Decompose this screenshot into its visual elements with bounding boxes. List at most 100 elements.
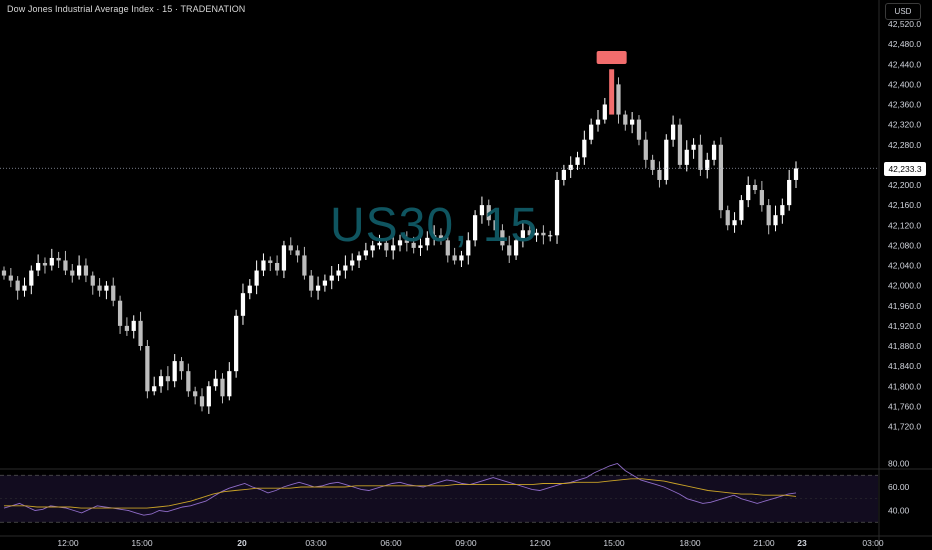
candle-up	[227, 371, 232, 397]
candle-down	[411, 242, 416, 248]
candle-up	[343, 265, 348, 271]
candle-up	[322, 280, 328, 286]
candle-up	[254, 270, 259, 286]
candle-down	[527, 230, 532, 236]
candle-up	[705, 159, 710, 170]
price-tick-label: 41,760.0	[888, 401, 921, 411]
candle-up	[793, 168, 799, 180]
candle-up	[548, 235, 553, 237]
candle-up	[391, 245, 396, 251]
candle-up	[213, 378, 218, 387]
price-tick-label: 42,440.0	[888, 59, 921, 69]
candle-down	[179, 361, 184, 372]
candle-up	[36, 262, 41, 271]
price-tick-label: 41,800.0	[888, 381, 921, 391]
candle-up	[425, 237, 430, 246]
candle-down	[138, 320, 143, 346]
candle-down	[15, 280, 20, 291]
candle-down	[759, 190, 764, 206]
candle-down	[42, 262, 48, 266]
rsi-line	[3, 462, 797, 516]
candle-up	[432, 235, 437, 238]
candle-up	[158, 376, 164, 387]
rsi-tick-label: 80.00	[888, 459, 910, 469]
candle-down	[186, 371, 191, 392]
candle-up	[281, 245, 287, 271]
candle-up	[356, 255, 362, 261]
price-tick-label: 41,960.0	[888, 301, 921, 311]
candle-up	[739, 200, 744, 221]
price-tick-label: 42,120.0	[888, 220, 921, 230]
price-tick-label: 41,880.0	[888, 341, 921, 351]
candle-up	[630, 119, 635, 125]
candle-down	[1, 270, 7, 276]
candle-down	[199, 396, 205, 407]
candle-up	[418, 245, 423, 248]
candle-up	[684, 149, 689, 165]
candle-down	[541, 232, 546, 236]
candle-up	[315, 285, 321, 291]
time-tick-label: 06:00	[380, 538, 402, 548]
candle-down	[145, 346, 150, 392]
candle-down	[63, 260, 68, 271]
candle-up	[29, 270, 34, 286]
candle-down	[650, 159, 655, 170]
price-tick-label: 41,840.0	[888, 361, 921, 371]
candle-down	[268, 260, 273, 263]
candle-up	[472, 215, 478, 241]
candle-down	[83, 265, 89, 276]
candle-up	[575, 157, 580, 165]
candle-up	[691, 144, 696, 150]
rsi-tick-label: 40.00	[888, 506, 910, 516]
price-tick-label: 42,280.0	[888, 140, 921, 150]
time-tick-label: 18:00	[679, 538, 701, 548]
candle-up	[466, 240, 471, 256]
price-tick-label: 42,480.0	[888, 39, 921, 49]
candle-up	[363, 250, 368, 256]
price-tick-label: 41,920.0	[888, 321, 921, 331]
price-tick-label: 42,000.0	[888, 281, 921, 291]
candle-up	[595, 119, 601, 125]
candle-down	[70, 270, 75, 276]
candle-up	[350, 260, 355, 266]
candle-up	[711, 144, 717, 160]
candle-down	[486, 205, 491, 221]
candle-down	[288, 245, 293, 251]
candle-down	[636, 119, 642, 140]
candle-down	[766, 205, 771, 226]
candle-up	[773, 215, 778, 226]
candle-up	[261, 260, 266, 271]
candle-down	[111, 285, 116, 301]
candle-up	[732, 220, 737, 226]
candle-down	[97, 285, 102, 291]
candle-up	[459, 255, 464, 261]
candle-up	[787, 179, 792, 206]
candle-up	[329, 275, 334, 281]
time-tick-label: 15:00	[131, 538, 153, 548]
candle-up	[234, 315, 239, 372]
candle-down	[643, 139, 648, 160]
candle-up	[589, 124, 594, 140]
candle-down	[124, 325, 130, 331]
candle-down	[8, 275, 13, 281]
price-tick-label: 42,360.0	[888, 100, 921, 110]
candle-up	[247, 285, 252, 294]
candle-down	[438, 235, 444, 241]
candle-down	[507, 245, 512, 256]
candle-up	[780, 205, 785, 216]
candle-up	[172, 361, 177, 382]
time-tick-label: 23	[797, 538, 807, 548]
candle-down	[445, 240, 450, 256]
candle-up	[664, 139, 669, 180]
candle-down	[752, 185, 758, 191]
price-tick-label: 42,320.0	[888, 120, 921, 130]
price-tick-label: 42,040.0	[888, 261, 921, 271]
rsi-tick-label: 60.00	[888, 482, 910, 492]
candle-up	[513, 240, 519, 256]
candle-up	[104, 285, 109, 291]
price-tick-label: 42,200.0	[888, 180, 921, 190]
last-price-label: 42,233.3	[884, 162, 926, 176]
currency-button[interactable]: USD	[885, 3, 921, 20]
candle-up	[534, 232, 539, 236]
